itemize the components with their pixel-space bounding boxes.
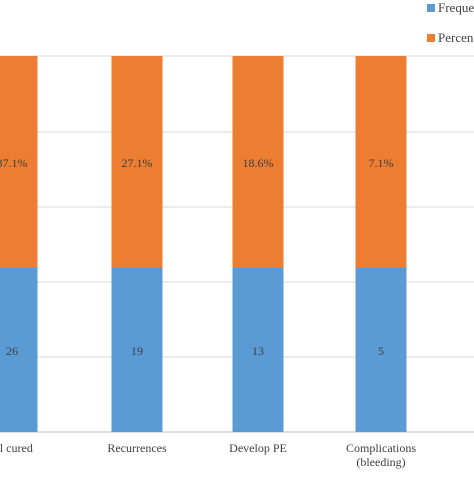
bar-frequency	[0, 268, 38, 432]
data-label: 18.6%	[243, 156, 274, 170]
bar-frequency	[355, 268, 407, 432]
data-label: 27.1%	[122, 156, 153, 170]
data-label: 37.1%	[0, 156, 28, 170]
legend-swatch	[427, 4, 435, 12]
bars	[0, 56, 407, 432]
x-tick-label: Complications	[346, 441, 416, 455]
bar-frequency	[111, 268, 163, 432]
data-label: 7.1%	[369, 156, 394, 170]
data-label: 19	[131, 344, 143, 358]
legend-label: Percen	[438, 30, 474, 45]
data-label: 26	[6, 344, 18, 358]
legend-swatch	[427, 34, 435, 42]
bar-percent	[232, 56, 284, 268]
x-tick-label: tal cured	[0, 441, 33, 455]
x-tick-label: (bleeding)	[356, 455, 405, 469]
bar-percent	[111, 56, 163, 268]
data-label: 13	[252, 344, 264, 358]
data-label: 5	[378, 344, 384, 358]
x-tick-label: Recurrences	[107, 441, 167, 455]
legend-label: Freque	[438, 0, 474, 15]
legend: Freque Percen	[427, 0, 474, 45]
bar-percent	[355, 56, 407, 268]
x-tick-label: Develop PE	[229, 441, 287, 455]
bar-percent	[0, 56, 38, 268]
x-axis-tick-labels: tal cured Recurrences Develop PE Complicati…	[0, 441, 416, 469]
data-labels: 26 19 13 5 37.1% 27.1% 18.6% 7.1%	[0, 156, 394, 358]
bar-frequency	[232, 268, 284, 432]
